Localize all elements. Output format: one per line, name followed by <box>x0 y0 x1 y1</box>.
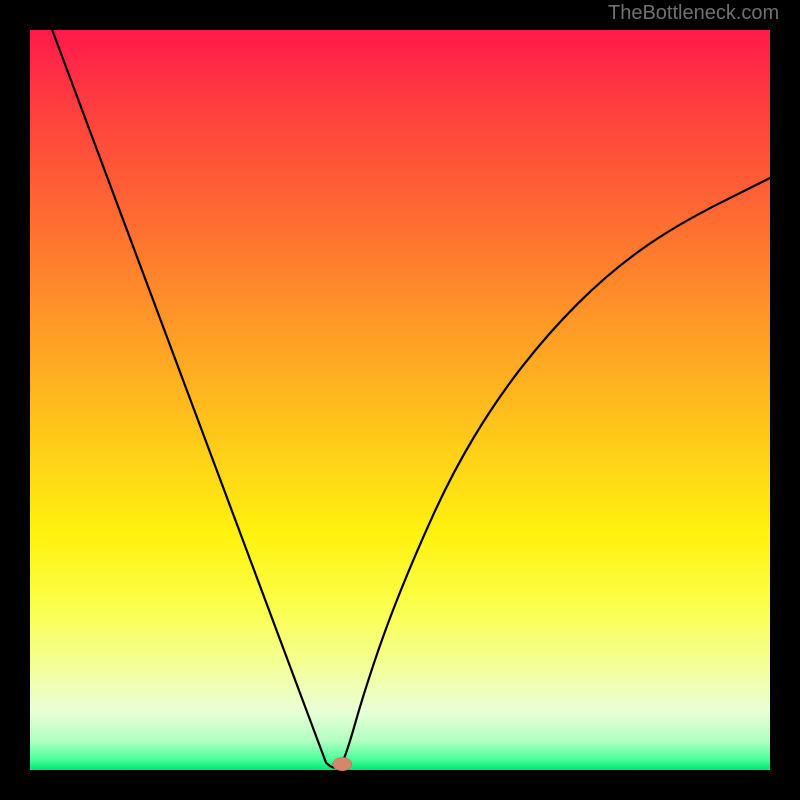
watermark-text: TheBottleneck.com <box>608 2 779 25</box>
bottleneck-chart <box>0 0 800 800</box>
chart-container <box>0 0 800 800</box>
